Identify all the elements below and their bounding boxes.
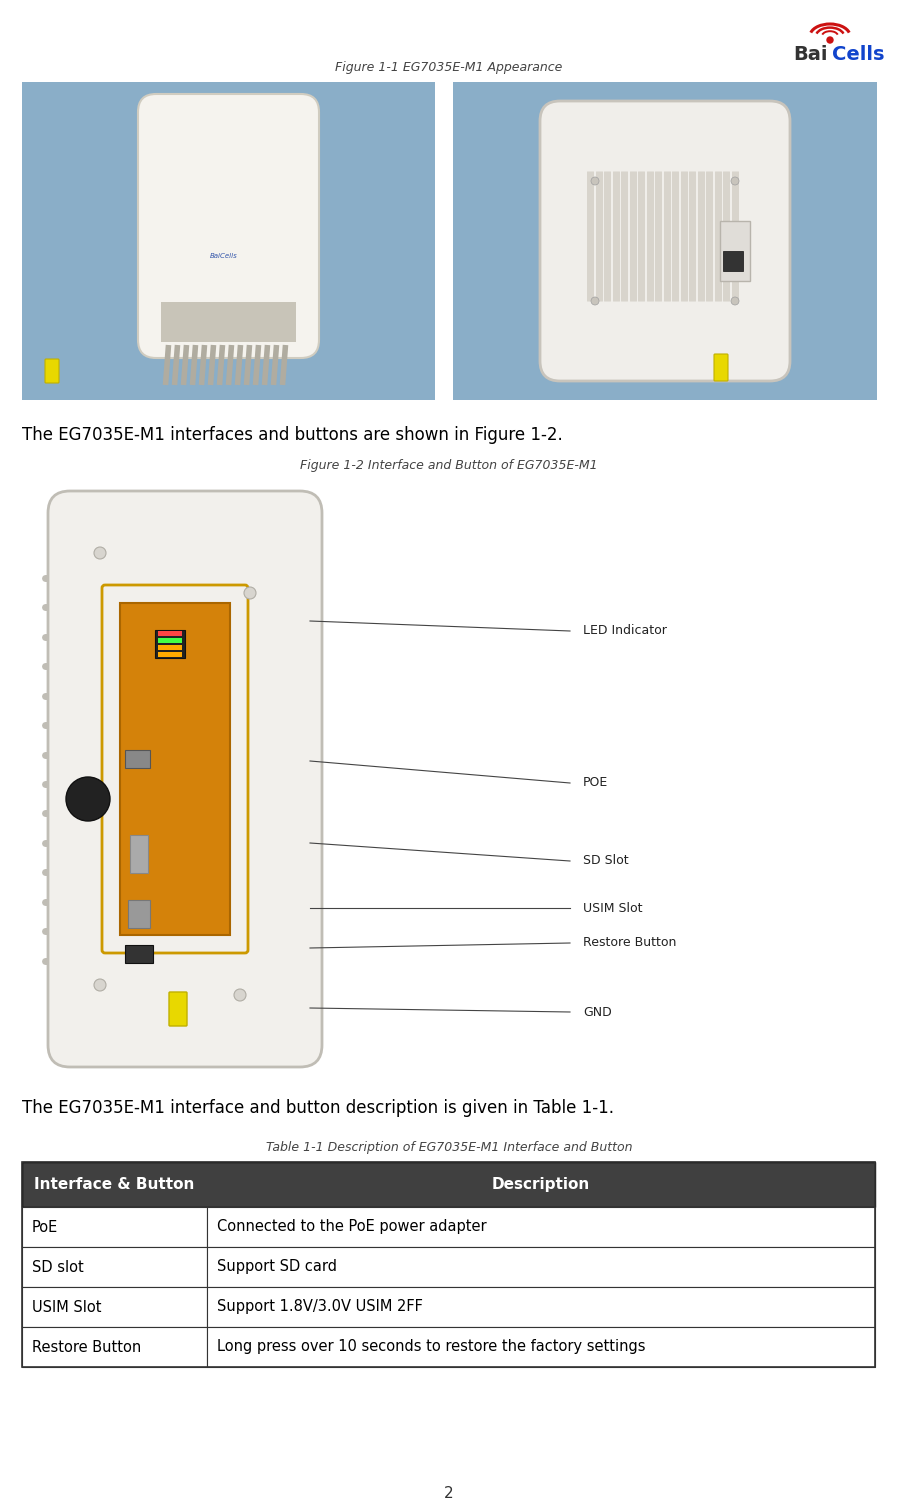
Bar (158, 631, 182, 637)
Text: Support 1.8V/3.0V USIM 2FF: Support 1.8V/3.0V USIM 2FF (217, 1299, 423, 1314)
Bar (128, 900, 150, 928)
Bar (22, 1287, 207, 1328)
Text: Support SD card: Support SD card (217, 1259, 337, 1275)
FancyBboxPatch shape (48, 491, 322, 1067)
FancyBboxPatch shape (138, 94, 319, 358)
Circle shape (66, 777, 110, 821)
Text: LED Indicator: LED Indicator (583, 624, 667, 638)
Circle shape (827, 36, 833, 42)
Text: Cells: Cells (832, 44, 885, 64)
Text: 2: 2 (444, 1485, 454, 1500)
Bar (720, 221, 750, 281)
Text: Figure 1-1 EG7035E-M1 Appearance: Figure 1-1 EG7035E-M1 Appearance (335, 62, 563, 74)
FancyBboxPatch shape (540, 101, 790, 381)
Text: Table 1-1 Description of EG7035E-M1 Interface and Button: Table 1-1 Description of EG7035E-M1 Inte… (266, 1142, 632, 1155)
Text: PoE: PoE (32, 1220, 58, 1234)
Text: Interface & Button: Interface & Button (34, 1176, 195, 1191)
Circle shape (94, 978, 106, 990)
Bar (207, 1247, 875, 1287)
Bar (723, 251, 743, 271)
Circle shape (731, 177, 739, 184)
Text: Description: Description (492, 1176, 590, 1191)
Bar (155, 631, 185, 658)
Bar (125, 750, 150, 768)
Text: SD Slot: SD Slot (583, 854, 628, 868)
Text: Restore Button: Restore Button (32, 1340, 141, 1355)
Text: Bai: Bai (794, 44, 828, 64)
Bar (22, 1247, 207, 1287)
Circle shape (244, 587, 256, 599)
Bar (125, 945, 153, 963)
Circle shape (234, 989, 246, 1001)
Bar (130, 835, 148, 872)
Bar (158, 652, 182, 658)
Text: POE: POE (583, 777, 609, 789)
Text: Connected to the PoE power adapter: Connected to the PoE power adapter (217, 1220, 486, 1234)
Bar (120, 603, 230, 934)
Text: The EG7035E-M1 interface and button description is given in Table 1-1.: The EG7035E-M1 interface and button desc… (22, 1099, 614, 1117)
Text: Figure 1-2 Interface and Button of EG7035E-M1: Figure 1-2 Interface and Button of EG703… (300, 458, 598, 472)
FancyBboxPatch shape (714, 354, 728, 381)
Text: Restore Button: Restore Button (583, 936, 676, 950)
Bar (207, 1287, 875, 1328)
Text: Long press over 10 seconds to restore the factory settings: Long press over 10 seconds to restore th… (217, 1340, 645, 1355)
Bar (22, 1207, 207, 1247)
Bar (207, 1328, 875, 1367)
Bar (22, 1328, 207, 1367)
Bar (22, 1163, 875, 1367)
Text: GND: GND (583, 1005, 611, 1019)
Bar (22, 82, 435, 401)
Bar (158, 638, 182, 643)
Text: USIM Slot: USIM Slot (583, 901, 643, 915)
FancyBboxPatch shape (45, 358, 59, 383)
Text: The EG7035E-M1 interfaces and buttons are shown in Figure 1-2.: The EG7035E-M1 interfaces and buttons ar… (22, 426, 563, 445)
Text: USIM Slot: USIM Slot (32, 1299, 102, 1314)
Circle shape (94, 547, 106, 559)
Circle shape (591, 177, 599, 184)
Text: BaiCells: BaiCells (209, 253, 237, 259)
Circle shape (591, 296, 599, 305)
Bar (161, 302, 296, 342)
Bar (22, 1163, 875, 1207)
Circle shape (731, 296, 739, 305)
FancyBboxPatch shape (169, 992, 187, 1027)
Bar (158, 646, 182, 650)
Bar (207, 1207, 875, 1247)
Bar (453, 82, 877, 401)
Text: SD slot: SD slot (32, 1259, 84, 1275)
